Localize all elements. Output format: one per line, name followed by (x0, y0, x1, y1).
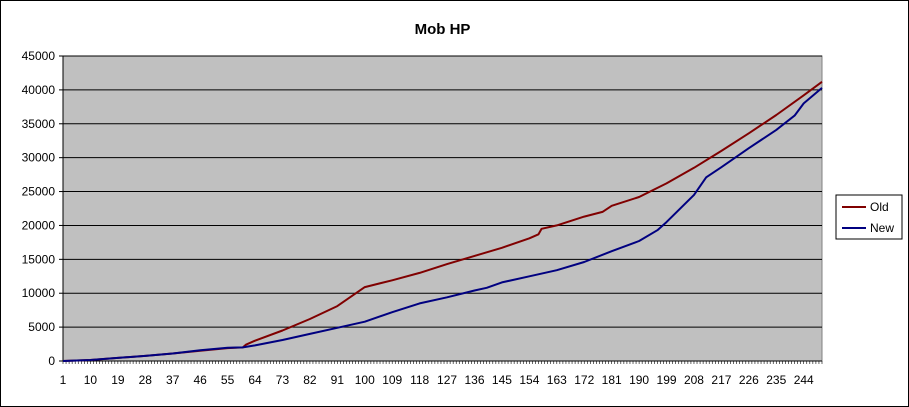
x-tick-label: 154 (519, 373, 539, 387)
x-tick-label: 19 (111, 373, 125, 387)
y-tick-label: 25000 (22, 185, 56, 199)
x-tick-label: 109 (382, 373, 402, 387)
legend-label: New (870, 221, 894, 235)
y-tick-label: 30000 (22, 151, 56, 165)
x-tick-label: 10 (84, 373, 98, 387)
x-tick-label: 136 (464, 373, 484, 387)
y-tick-label: 15000 (22, 252, 56, 266)
x-tick-label: 181 (602, 373, 622, 387)
y-tick-label: 40000 (22, 83, 56, 97)
legend: Old New (835, 194, 903, 240)
x-tick-label: 1 (60, 373, 67, 387)
x-tick-label: 163 (547, 373, 567, 387)
y-tick-label: 5000 (28, 320, 55, 334)
x-tick-label: 235 (766, 373, 786, 387)
legend-label: Old (870, 200, 889, 214)
y-tick-label: 0 (48, 354, 55, 368)
x-tick-label: 118 (410, 373, 429, 387)
x-tick-label: 73 (276, 373, 290, 387)
x-tick-label: 145 (492, 373, 512, 387)
x-tick-label: 208 (684, 373, 704, 387)
plot-area (62, 55, 823, 362)
x-tick-label: 190 (629, 373, 649, 387)
legend-box (835, 194, 903, 240)
x-tick-label: 55 (221, 373, 235, 387)
gridlines (63, 55, 822, 328)
x-tick-label: 46 (193, 373, 207, 387)
y-tick-label: 45000 (22, 49, 56, 63)
y-tick-label: 35000 (22, 117, 56, 131)
x-tick-label: 244 (794, 373, 814, 387)
x-tick-label: 37 (166, 373, 180, 387)
x-tick-label: 127 (437, 373, 457, 387)
axes: 0 5000 10000 15000 20000 25000 30000 35000 40000… (22, 49, 823, 387)
chart-title: Mob HP (415, 21, 471, 38)
y-tick-label: 10000 (22, 286, 56, 300)
x-tick-label: 91 (331, 373, 345, 387)
x-tick-label: 172 (574, 373, 594, 387)
y-tick-label: 20000 (22, 218, 56, 232)
x-tick-label: 217 (711, 373, 731, 387)
x-tick-label: 199 (657, 373, 677, 387)
series-line-new (62, 87, 823, 362)
x-tick-label: 82 (303, 373, 317, 387)
x-tick-label: 28 (139, 373, 153, 387)
x-tick-label: 100 (355, 373, 375, 387)
series (62, 80, 823, 362)
x-tick-label: 64 (248, 373, 262, 387)
x-tick-label: 226 (739, 373, 759, 387)
